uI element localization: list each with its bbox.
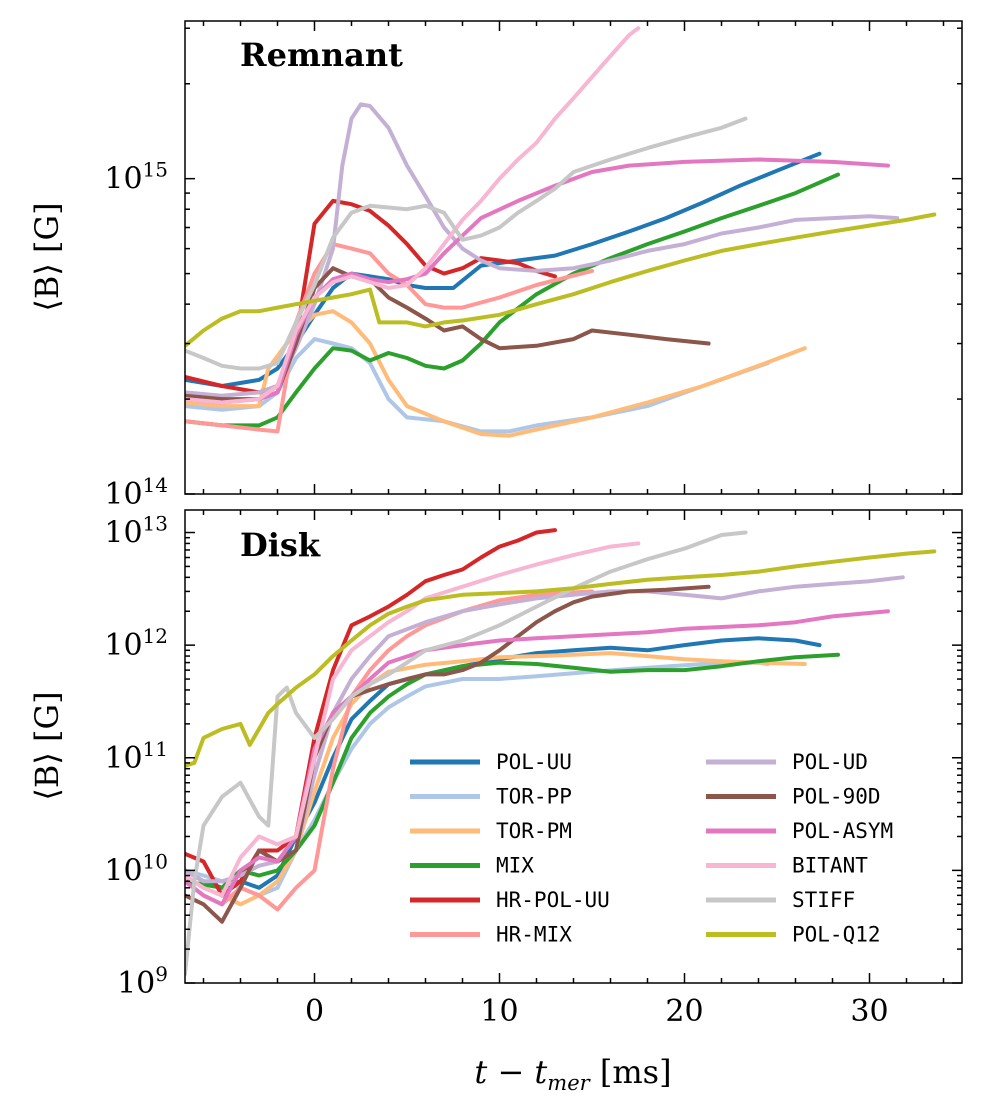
disk-y-tick-label: 109 xyxy=(117,962,168,1001)
x-tick-label: 0 xyxy=(305,994,324,1029)
disk-line-mix xyxy=(185,652,840,890)
disk-y-tick-label: 1011 xyxy=(104,737,168,776)
x-axis-label-subscript: mer xyxy=(547,1071,591,1095)
remnant-y-tick-label: 1015 xyxy=(104,158,168,197)
legend-label-hr-mix: HR-MIX xyxy=(496,923,572,947)
x-axis-label-unit: [ms] xyxy=(590,1053,672,1091)
remnant-line-bitant xyxy=(185,26,641,405)
remnant-line-stiff xyxy=(185,116,748,371)
remnant-y-tick-label-base: 10 xyxy=(104,162,142,197)
remnant-series-group xyxy=(185,26,937,438)
disk-y-axis-label: ⟨B⟩ [G] xyxy=(28,691,66,800)
x-axis-label-main: t − t xyxy=(474,1053,547,1091)
disk-y-tick-label-base: 10 xyxy=(104,628,142,663)
disk-y-tick-label-exponent: 11 xyxy=(143,737,168,761)
disk-y-tick-label: 1010 xyxy=(104,849,168,888)
remnant-panel-title: Remnant xyxy=(240,36,403,74)
x-tick-label: 10 xyxy=(480,994,518,1029)
disk-y-tick-label-exponent: 13 xyxy=(143,512,168,536)
legend-label-pol-q12: POL-Q12 xyxy=(792,923,881,947)
remnant-line-mix xyxy=(185,172,840,428)
remnant-line-pol-q12 xyxy=(185,212,937,348)
disk-y-tick-label-base: 10 xyxy=(104,741,142,776)
remnant-y-tick-label-base: 10 xyxy=(104,477,142,512)
disk-line-tor-pm xyxy=(185,651,807,907)
x-axis-label: t − tmer [ms] xyxy=(474,1053,671,1095)
remnant-y-tick-label-exponent: 15 xyxy=(143,158,168,182)
disk-line-pol-q12 xyxy=(185,549,937,768)
legend-label-hr-pol-uu: HR-POL-UU xyxy=(496,888,610,912)
disk-y-tick-label-base: 10 xyxy=(117,966,155,1001)
remnant-y-axis-label: ⟨B⟩ [G] xyxy=(28,202,66,311)
remnant-y-tick-label: 1014 xyxy=(104,473,168,512)
disk-y-tick-label: 1012 xyxy=(104,624,168,663)
legend-label-mix: MIX xyxy=(496,854,534,878)
legend-label-stiff: STIFF xyxy=(792,888,855,912)
disk-line-pol-ud xyxy=(185,575,905,884)
legend-label-tor-pp: TOR-PP xyxy=(496,785,572,809)
x-tick-label: 30 xyxy=(850,994,888,1029)
disk-y-tick-label-base: 10 xyxy=(104,853,142,888)
legend-label-pol-90d: POL-90D xyxy=(792,785,881,809)
disk-line-pol-90d xyxy=(185,584,711,924)
legend-label-bitant: BITANT xyxy=(792,854,868,878)
disk-y-tick-label-exponent: 9 xyxy=(155,962,168,986)
legend-label-pol-asym: POL-ASYM xyxy=(792,819,893,843)
remnant-line-hr-mix xyxy=(185,242,594,434)
disk-y-tick-label: 1013 xyxy=(104,512,168,551)
disk-panel-title: Disk xyxy=(240,526,321,564)
disk-line-stiff xyxy=(185,530,748,977)
legend-label-pol-uu: POL-UU xyxy=(496,750,572,774)
disk-y-tick-label-base: 10 xyxy=(104,516,142,551)
disk-line-bitant xyxy=(185,541,641,898)
legend: POL-UU TOR-PP TOR-PM MIX HR-POL-UU HR-MIX POL-… xyxy=(410,750,893,947)
legend-label-tor-pm: TOR-PM xyxy=(496,819,572,843)
x-tick-label: 20 xyxy=(665,994,703,1029)
disk-y-tick-label-exponent: 12 xyxy=(143,624,168,648)
disk-y-tick-label-exponent: 10 xyxy=(143,849,168,873)
remnant-line-pol-ud xyxy=(185,102,900,398)
disk-series-group xyxy=(185,528,937,977)
legend-label-pol-ud: POL-UD xyxy=(792,750,868,774)
remnant-y-tick-label-exponent: 14 xyxy=(143,473,168,497)
